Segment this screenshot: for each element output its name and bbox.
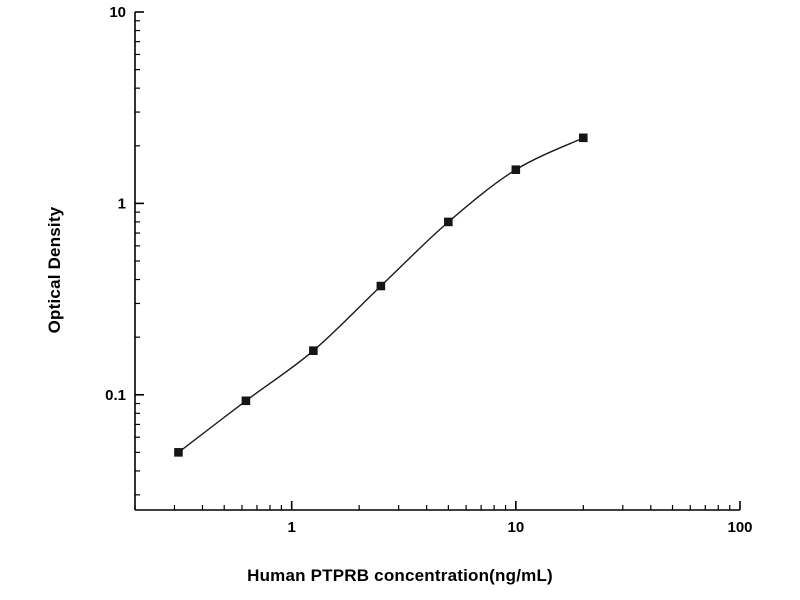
data-point-marker bbox=[579, 133, 588, 143]
x-axis-title: Human PTPRB concentration(ng/mL) bbox=[247, 566, 553, 585]
y-tick-label: 0.1 bbox=[105, 387, 126, 404]
x-tick-label: 100 bbox=[727, 519, 752, 536]
standard-curve-line bbox=[177, 137, 584, 453]
data-point-marker bbox=[174, 448, 183, 457]
y-tick-label: 10 bbox=[109, 4, 126, 21]
y-tick-label: 1 bbox=[118, 195, 126, 212]
x-tick-label: 1 bbox=[288, 519, 296, 536]
y-axis-title: Optical Density bbox=[45, 206, 64, 334]
x-tick-label: 10 bbox=[507, 519, 524, 536]
data-point-marker bbox=[376, 281, 386, 291]
data-point-marker bbox=[444, 217, 453, 227]
data-point-marker bbox=[511, 165, 521, 174]
data-point-marker bbox=[241, 396, 251, 406]
data-point-marker bbox=[309, 346, 318, 355]
